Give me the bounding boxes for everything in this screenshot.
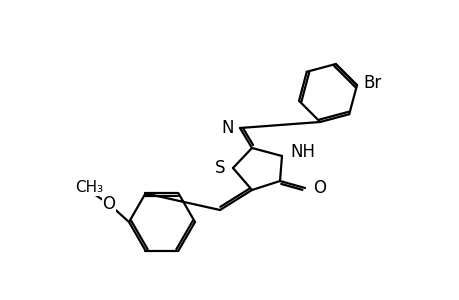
Text: CH₃: CH₃	[75, 181, 103, 196]
Text: Br: Br	[362, 74, 381, 92]
Text: S: S	[214, 159, 224, 177]
Text: NH: NH	[289, 143, 314, 161]
Text: O: O	[312, 179, 325, 197]
Text: N: N	[221, 119, 234, 137]
Text: O: O	[102, 195, 115, 213]
